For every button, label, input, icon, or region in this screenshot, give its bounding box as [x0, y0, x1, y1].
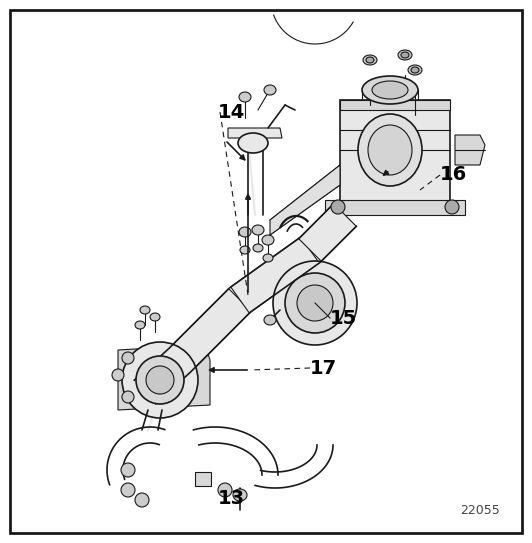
- Ellipse shape: [363, 55, 377, 65]
- Ellipse shape: [331, 200, 345, 214]
- Ellipse shape: [358, 114, 422, 186]
- Polygon shape: [228, 128, 282, 138]
- Ellipse shape: [233, 489, 247, 501]
- Ellipse shape: [146, 366, 174, 394]
- Ellipse shape: [285, 273, 345, 333]
- Ellipse shape: [240, 246, 250, 254]
- Ellipse shape: [408, 65, 422, 75]
- Polygon shape: [455, 135, 485, 165]
- Ellipse shape: [411, 67, 419, 73]
- Ellipse shape: [150, 313, 160, 321]
- Ellipse shape: [238, 133, 268, 153]
- Polygon shape: [298, 204, 356, 261]
- Ellipse shape: [112, 369, 124, 381]
- Ellipse shape: [362, 76, 418, 104]
- FancyBboxPatch shape: [10, 10, 522, 533]
- Polygon shape: [270, 165, 340, 235]
- Ellipse shape: [140, 306, 150, 314]
- Bar: [340, 100, 450, 210]
- Ellipse shape: [398, 50, 412, 60]
- Ellipse shape: [135, 321, 145, 329]
- Ellipse shape: [252, 225, 264, 235]
- Ellipse shape: [297, 285, 333, 321]
- Ellipse shape: [264, 315, 276, 325]
- Text: 22055: 22055: [460, 503, 500, 516]
- Ellipse shape: [121, 463, 135, 477]
- Ellipse shape: [239, 92, 251, 102]
- Polygon shape: [169, 289, 251, 371]
- Bar: [195, 472, 211, 486]
- Polygon shape: [231, 237, 319, 313]
- Ellipse shape: [239, 227, 251, 237]
- Ellipse shape: [372, 81, 408, 99]
- Ellipse shape: [122, 342, 198, 418]
- Polygon shape: [118, 345, 210, 410]
- Ellipse shape: [122, 352, 134, 364]
- Text: 16: 16: [440, 166, 467, 185]
- Ellipse shape: [218, 483, 232, 497]
- Ellipse shape: [136, 356, 184, 404]
- Ellipse shape: [135, 493, 149, 507]
- Ellipse shape: [273, 261, 357, 345]
- Ellipse shape: [445, 200, 459, 214]
- Text: 13: 13: [218, 489, 245, 508]
- Ellipse shape: [262, 235, 274, 245]
- Ellipse shape: [264, 85, 276, 95]
- Text: 14: 14: [218, 103, 245, 122]
- Ellipse shape: [121, 483, 135, 497]
- Polygon shape: [340, 100, 450, 110]
- Ellipse shape: [253, 244, 263, 252]
- Text: 17: 17: [310, 358, 337, 377]
- Ellipse shape: [263, 254, 273, 262]
- Ellipse shape: [368, 125, 412, 175]
- Polygon shape: [325, 200, 465, 215]
- Text: 15: 15: [330, 308, 358, 327]
- Ellipse shape: [366, 57, 374, 63]
- Ellipse shape: [401, 52, 409, 58]
- Ellipse shape: [122, 391, 134, 403]
- Polygon shape: [134, 348, 191, 404]
